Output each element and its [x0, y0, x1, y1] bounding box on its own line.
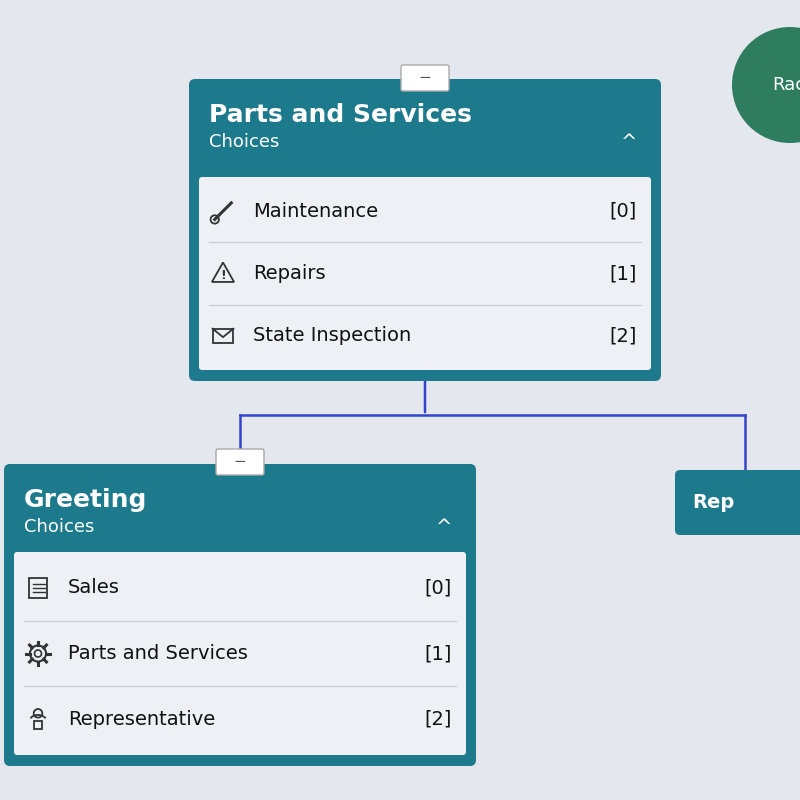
Text: −: − [234, 454, 246, 470]
Text: Choices: Choices [24, 518, 94, 536]
Text: !: ! [220, 269, 226, 282]
FancyBboxPatch shape [216, 449, 264, 475]
FancyBboxPatch shape [401, 65, 449, 91]
Text: −: − [418, 70, 431, 86]
Text: ^: ^ [621, 133, 637, 152]
Text: Choices: Choices [209, 133, 279, 151]
Text: Maintenance: Maintenance [253, 202, 378, 221]
Text: Parts and Services: Parts and Services [209, 103, 472, 127]
Text: Parts and Services: Parts and Services [68, 644, 248, 663]
FancyBboxPatch shape [14, 552, 466, 755]
Text: Repairs: Repairs [253, 264, 326, 283]
Text: Sales: Sales [68, 578, 120, 598]
FancyBboxPatch shape [189, 79, 661, 381]
FancyBboxPatch shape [199, 177, 651, 370]
Text: [0]: [0] [425, 578, 452, 598]
FancyBboxPatch shape [675, 470, 800, 535]
Bar [34, 721, 42, 729]
Text: Rac: Rac [773, 76, 800, 94]
Circle shape [732, 27, 800, 143]
Text: [0]: [0] [610, 202, 637, 221]
Text: Representative: Representative [68, 710, 215, 729]
Text: [1]: [1] [425, 644, 452, 663]
Text: Greeting: Greeting [24, 488, 147, 512]
Text: [2]: [2] [425, 710, 452, 729]
Text: Rep: Rep [692, 493, 734, 512]
FancyBboxPatch shape [4, 464, 476, 766]
Text: [1]: [1] [610, 264, 637, 283]
Text: [2]: [2] [610, 326, 637, 346]
Bar [29, 578, 47, 598]
Bar [213, 329, 234, 343]
Text: State Inspection: State Inspection [253, 326, 411, 346]
Text: ^: ^ [436, 518, 452, 537]
